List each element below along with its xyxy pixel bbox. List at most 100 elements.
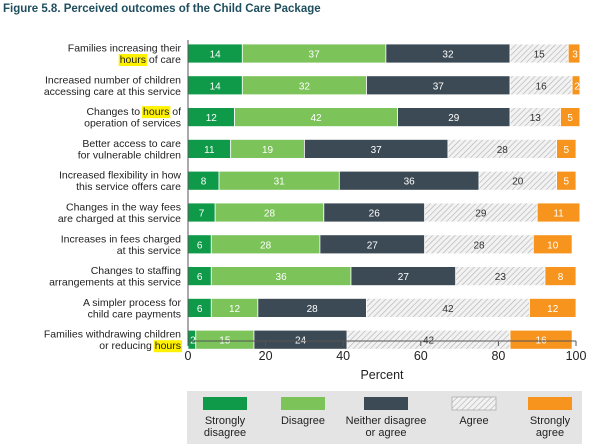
bar-segment <box>571 75 581 96</box>
figure-title: Figure 5.8. Perceived outcomes of the Ch… <box>3 3 321 15</box>
data-label: 28 <box>497 145 509 156</box>
data-label: 8 <box>201 177 207 188</box>
data-label: 29 <box>448 113 460 124</box>
data-label: 37 <box>309 50 321 61</box>
data-label: 28 <box>473 240 485 251</box>
category-label: Families increasing their <box>68 43 182 55</box>
bar-segment <box>544 266 577 287</box>
legend-swatch <box>364 397 408 410</box>
data-label: 15 <box>534 50 546 61</box>
data-label: 6 <box>197 272 203 283</box>
data-label: 8 <box>558 272 564 283</box>
data-label: 5 <box>567 113 573 124</box>
data-label: 28 <box>260 240 272 251</box>
legend-label: Neither disagree <box>346 415 427 427</box>
data-label: 37 <box>371 145 383 156</box>
x-tick-label: 80 <box>491 349 505 363</box>
data-label: 6 <box>197 304 203 315</box>
category-label: for vulnerable children <box>78 149 181 161</box>
data-label: 32 <box>442 50 454 61</box>
bar-segment <box>536 202 581 223</box>
data-label: 12 <box>206 113 218 124</box>
data-label: 14 <box>210 81 222 92</box>
category-label: Changes to staffing <box>91 265 181 277</box>
data-label: 5 <box>564 177 570 188</box>
legend-label: disagree <box>204 427 246 439</box>
data-label: 12 <box>229 304 241 315</box>
data-label: 12 <box>547 304 559 315</box>
category-label: arrangements at this service <box>49 277 181 289</box>
category-label: at this service <box>117 245 181 257</box>
bar-segment <box>556 170 577 191</box>
data-label: 42 <box>442 304 454 315</box>
data-label: 6 <box>197 240 203 251</box>
data-label: 23 <box>495 272 507 283</box>
category-label: Changes in the way fees <box>66 202 181 214</box>
data-label: 26 <box>369 209 381 220</box>
data-label: 14 <box>210 50 222 61</box>
data-label: 27 <box>367 240 379 251</box>
data-label: 28 <box>307 304 319 315</box>
category-label: Increased flexibility in how <box>59 170 181 182</box>
category-label: Families withdrawing children <box>44 329 181 341</box>
data-label: 29 <box>475 209 487 220</box>
bar-segment <box>556 138 577 159</box>
bar-segment <box>509 329 573 350</box>
bar-segment <box>532 234 573 255</box>
legend-label: Strongly <box>205 415 246 427</box>
x-tick-label: 0 <box>185 349 192 363</box>
text-highlight <box>153 340 182 353</box>
legend-label: Strongly <box>530 415 571 427</box>
bar-segment <box>567 43 581 64</box>
x-axis-title: Percent <box>360 368 404 382</box>
data-label: 13 <box>530 113 542 124</box>
legend-swatch <box>528 397 572 410</box>
legend-label: agree <box>536 427 564 439</box>
category-label: Better access to care <box>82 138 181 150</box>
data-label: 20 <box>512 177 524 188</box>
x-tick-label: 20 <box>259 349 273 363</box>
category-label: child care payments <box>88 308 181 320</box>
data-label: 16 <box>536 81 548 92</box>
category-label: operation of services <box>84 118 181 130</box>
data-label: 19 <box>262 145 274 156</box>
legend-label: Agree <box>459 415 488 427</box>
data-label: 3 <box>572 50 578 61</box>
legend-swatch <box>281 397 325 410</box>
x-axis: 0 20 40 60 80 100 Percent <box>185 40 587 382</box>
data-label: 10 <box>547 240 559 251</box>
category-label: hours of care <box>120 54 181 66</box>
legend-label: or agree <box>366 427 407 439</box>
data-label: 36 <box>276 272 288 283</box>
highlights <box>118 54 182 353</box>
category-label: accessing care at this service <box>44 86 181 98</box>
x-tick-label: 60 <box>414 349 428 363</box>
data-label: 32 <box>299 81 311 92</box>
category-label: this service offers care <box>76 181 181 193</box>
legend-swatch <box>451 396 497 411</box>
data-label: 31 <box>274 177 286 188</box>
data-label: 27 <box>398 272 410 283</box>
data-label: 2 <box>574 81 580 92</box>
text-highlight <box>142 106 171 119</box>
legend-label: Disagree <box>281 415 325 427</box>
bar-segment <box>529 297 577 318</box>
data-label: 42 <box>310 113 322 124</box>
category-label: or reducing hours <box>99 340 181 352</box>
x-tick-label: 100 <box>566 349 587 363</box>
data-label: 28 <box>264 209 276 220</box>
category-label: are charged at this service <box>58 213 181 225</box>
category-label: A simpler process for <box>83 297 182 309</box>
legend-swatch <box>203 397 247 410</box>
data-label: 5 <box>564 145 570 156</box>
data-label: 7 <box>199 209 205 220</box>
data-label: 11 <box>553 209 564 220</box>
text-highlight <box>118 54 147 66</box>
category-label: Changes to hours of <box>86 106 181 118</box>
bar-segment <box>560 107 581 127</box>
data-label: 36 <box>404 177 416 188</box>
